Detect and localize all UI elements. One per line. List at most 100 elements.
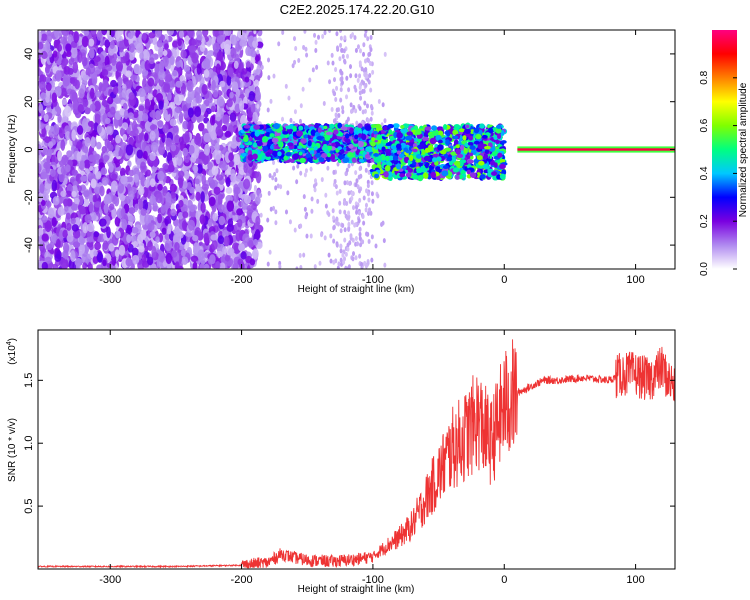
spectrogram-cell bbox=[239, 39, 247, 47]
spectrogram-cell bbox=[374, 243, 378, 249]
spectrogram-cell bbox=[337, 261, 341, 267]
spectrogram-cell bbox=[132, 127, 139, 137]
spectrogram-cell bbox=[174, 242, 180, 251]
spectrogram-cell bbox=[164, 43, 169, 50]
spectrogram-cell bbox=[71, 190, 77, 198]
spectrogram-cell bbox=[256, 104, 260, 110]
spectrogram-cell bbox=[346, 246, 350, 252]
spectrogram-cell bbox=[364, 263, 368, 269]
spectrogram-cell bbox=[285, 125, 292, 130]
spectrogram-cell bbox=[152, 201, 158, 212]
spectrogram-cell bbox=[157, 183, 163, 191]
spectrogram-cell bbox=[332, 259, 336, 265]
spectrogram-cell bbox=[211, 239, 218, 251]
spectrogram-cell bbox=[212, 42, 220, 53]
spectrogram-cell bbox=[224, 254, 231, 262]
spectrogram-cell bbox=[102, 240, 109, 251]
spectrogram-cell bbox=[57, 113, 62, 123]
spectrogram-cell bbox=[187, 107, 194, 118]
spectrogram-cell bbox=[241, 152, 246, 158]
spectrogram-cell bbox=[348, 240, 352, 246]
spectrogram-cell bbox=[355, 120, 359, 126]
spectrogram-cell bbox=[277, 151, 282, 157]
spectrogram-cell bbox=[101, 146, 107, 153]
spectrogram-cell bbox=[255, 171, 262, 184]
spectrogram-cell bbox=[204, 143, 210, 156]
spectrogram-cell bbox=[334, 67, 338, 73]
spectrogram-cell bbox=[363, 32, 367, 38]
spectrogram-cell bbox=[357, 218, 361, 224]
spectrogram-cell bbox=[295, 179, 299, 185]
spectrogram-cell bbox=[275, 168, 279, 174]
spectrogram-cell bbox=[188, 45, 197, 53]
chart-title: C2E2.2025.174.22.20.G10 bbox=[280, 2, 435, 17]
spectrogram-cell bbox=[358, 48, 362, 54]
spectrogram-cell bbox=[118, 40, 124, 53]
spectrogram-cell bbox=[202, 30, 209, 37]
spectrogram-cell bbox=[82, 222, 89, 234]
spectrogram-cell bbox=[171, 249, 178, 258]
spectrogram-cell bbox=[216, 35, 224, 45]
spectrogram-cell bbox=[232, 214, 238, 222]
spectrogram-cell bbox=[253, 79, 260, 87]
spectrogram-cell bbox=[74, 79, 80, 90]
spectrogram-cell bbox=[224, 30, 232, 37]
spectrogram-cell bbox=[162, 162, 169, 170]
spectrogram-cell bbox=[371, 198, 375, 204]
spectrogram-cell bbox=[335, 85, 339, 91]
spectrogram-cell bbox=[279, 184, 283, 190]
spectrogram-cell bbox=[156, 92, 163, 103]
spectrogram-cell bbox=[243, 194, 252, 205]
spectrogram-cell bbox=[358, 90, 362, 96]
spectrogram-cell bbox=[323, 235, 327, 241]
spectrogram-cell bbox=[305, 153, 312, 159]
spectrogram-cell bbox=[183, 64, 191, 73]
spectrogram-cell bbox=[102, 259, 107, 267]
spectrogram-cell bbox=[45, 91, 50, 104]
spectrogram-cell bbox=[107, 133, 114, 142]
spectrogram-cell bbox=[182, 211, 189, 218]
spectrogram-cell bbox=[85, 107, 91, 115]
spectrogram-cell bbox=[252, 142, 258, 148]
spectrogram-cell bbox=[96, 252, 104, 263]
spectrogram-cell bbox=[157, 213, 163, 224]
spectrogram-cell bbox=[109, 106, 116, 115]
spectrogram-cell bbox=[114, 216, 121, 227]
spectrogram-cell bbox=[254, 229, 261, 240]
spectrogram-cell bbox=[194, 106, 202, 117]
spectrogram-cell bbox=[369, 103, 373, 109]
spectrogram-cell bbox=[369, 116, 373, 122]
spectrogram-cell bbox=[73, 31, 79, 44]
spectrogram-cell bbox=[327, 252, 331, 258]
spectrogram-cell bbox=[326, 165, 330, 171]
spectrogram-cell bbox=[347, 221, 351, 227]
spectrogram-cell bbox=[311, 67, 315, 73]
spectrogram-cell bbox=[267, 75, 271, 81]
spectrogram-cell bbox=[108, 163, 114, 173]
spectrogram-cell bbox=[57, 150, 62, 162]
spectrogram-cell bbox=[255, 86, 260, 97]
spectrogram-cell bbox=[248, 91, 255, 102]
spectrogram-cell bbox=[182, 147, 189, 157]
spectrogram-cell bbox=[323, 30, 327, 36]
spectrogram-cell bbox=[329, 123, 335, 129]
spectrogram-cell bbox=[230, 34, 238, 46]
spectrogram-cell bbox=[262, 145, 269, 152]
spectrogram-cell bbox=[91, 30, 97, 35]
spectrogram-cell bbox=[126, 234, 132, 244]
spectrogram-cell bbox=[175, 227, 180, 238]
spectrogram-cell bbox=[45, 82, 52, 92]
spectrogram-cell bbox=[364, 153, 371, 159]
spectrogram-cell bbox=[361, 133, 367, 141]
spectrogram-cell bbox=[273, 122, 280, 130]
spectrogram-cell bbox=[174, 141, 181, 153]
spectrogram-cell bbox=[370, 180, 374, 186]
spectrogram-cell bbox=[267, 190, 271, 196]
spectrogram-cell bbox=[226, 98, 233, 108]
spectrogram-cell bbox=[343, 180, 347, 186]
spectrogram-cell bbox=[212, 212, 219, 222]
spectrogram-cell bbox=[367, 79, 371, 85]
spectrogram-cell bbox=[162, 49, 168, 57]
spectrogram-cell bbox=[334, 97, 338, 103]
spectrogram-cell bbox=[51, 179, 58, 192]
